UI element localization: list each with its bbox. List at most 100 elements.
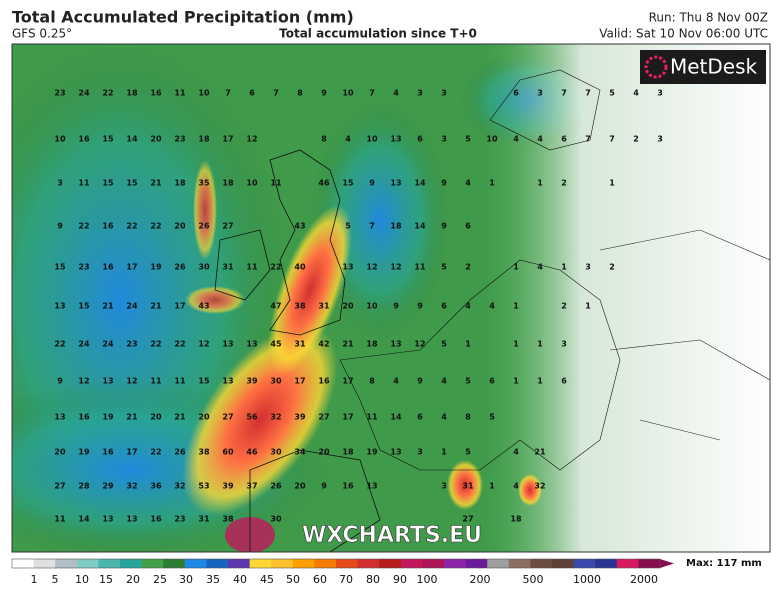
grid-value: 11 xyxy=(174,89,186,98)
grid-value: 60 xyxy=(222,448,234,457)
grid-value: 22 xyxy=(102,89,113,98)
grid-value: 56 xyxy=(246,413,258,422)
grid-value: 6 xyxy=(465,222,471,231)
grid-value: 34 xyxy=(294,448,306,457)
grid-value: 3 xyxy=(537,89,543,98)
grid-value: 8 xyxy=(465,413,471,422)
grid-value: 32 xyxy=(534,482,545,491)
legend-label: 45 xyxy=(260,573,274,586)
grid-value: 11 xyxy=(174,377,186,386)
legend-swatch xyxy=(508,559,531,568)
legend-swatch xyxy=(573,559,596,568)
grid-value: 3 xyxy=(441,89,447,98)
legend-swatch xyxy=(336,559,359,568)
grid-value: 10 xyxy=(486,135,498,144)
grid-value: 3 xyxy=(417,89,423,98)
grid-value: 31 xyxy=(222,263,234,272)
grid-value: 5 xyxy=(465,448,471,457)
grid-value: 30 xyxy=(198,263,210,272)
grid-value: 6 xyxy=(417,413,423,422)
grid-value: 12 xyxy=(78,377,89,386)
grid-value: 9 xyxy=(57,377,63,386)
run-time: Run: Thu 8 Nov 00Z xyxy=(649,11,768,25)
grid-value: 15 xyxy=(342,179,354,188)
grid-value: 1 xyxy=(465,340,471,349)
grid-value: 15 xyxy=(78,302,90,311)
grid-value: 38 xyxy=(198,448,210,457)
grid-value: 14 xyxy=(78,515,90,524)
legend-frame xyxy=(11,558,661,569)
grid-value: 15 xyxy=(102,179,114,188)
grid-value: 27 xyxy=(318,413,329,422)
legend-swatch xyxy=(228,559,251,568)
grid-value: 29 xyxy=(102,482,114,491)
legend-swatch xyxy=(422,559,445,568)
grid-value: 23 xyxy=(174,515,185,524)
legend-swatch xyxy=(444,559,467,568)
grid-value: 17 xyxy=(174,302,185,311)
grid-value: 6 xyxy=(417,135,423,144)
grid-value: 6 xyxy=(441,302,447,311)
legend-swatch xyxy=(249,559,272,568)
subtitle: Total accumulation since T+0 xyxy=(279,27,477,41)
legend-swatch xyxy=(292,559,315,568)
title: Total Accumulated Precipitation (mm) xyxy=(12,8,354,27)
grid-value: 1 xyxy=(585,302,591,311)
grid-value: 39 xyxy=(222,482,234,491)
grid-value: 13 xyxy=(390,179,401,188)
grid-value: 27 xyxy=(54,482,65,491)
grid-value: 4 xyxy=(441,413,447,422)
grid-value: 1 xyxy=(561,263,567,272)
legend-swatch xyxy=(120,559,143,568)
grid-value: 10 xyxy=(54,135,66,144)
grid-value: 11 xyxy=(414,263,426,272)
legend-swatch xyxy=(314,559,337,568)
grid-value: 22 xyxy=(126,222,137,231)
grid-value: 4 xyxy=(465,179,471,188)
grid-value: 10 xyxy=(366,302,378,311)
grid-value: 30 xyxy=(270,515,282,524)
grid-value: 16 xyxy=(318,377,330,386)
grid-value: 16 xyxy=(342,482,354,491)
grid-value: 37 xyxy=(246,482,257,491)
map: 23 24 22 18 16 11 10 7 6 7 8 9 10 7 4 3 3 6 3 7 7 5 4 310 16 15 14… xyxy=(12,44,770,552)
grid-value: 42 xyxy=(318,340,329,349)
grid-value: 15 xyxy=(126,179,138,188)
grid-value: 6 xyxy=(489,377,495,386)
grid-value: 21 xyxy=(150,179,162,188)
legend-label: 35 xyxy=(206,573,220,586)
grid-value: 9 xyxy=(417,377,423,386)
grid-value: 11 xyxy=(78,179,90,188)
legend-label: 100 xyxy=(417,573,438,586)
grid-value: 14 xyxy=(414,222,426,231)
grid-value: 12 xyxy=(414,340,425,349)
grid-value: 28 xyxy=(78,482,90,491)
grid-value: 3 xyxy=(441,135,447,144)
grid-value: 10 xyxy=(246,179,258,188)
grid-value: 6 xyxy=(249,89,255,98)
grid-value: 45 xyxy=(270,340,282,349)
legend-label: 2000 xyxy=(630,573,658,586)
grid-value: 14 xyxy=(414,179,426,188)
legend-swatch xyxy=(595,559,618,568)
grid-value: 2 xyxy=(561,179,567,188)
legend: 1 5 10 15 20 25 30 35 40 45 50 60 70 80 90 100 200 500 100… xyxy=(11,558,674,586)
grid-value: 13 xyxy=(54,302,65,311)
watermark: WXCHARTS.EU xyxy=(302,523,482,548)
grid-value: 5 xyxy=(465,135,471,144)
legend-label: 20 xyxy=(126,573,140,586)
grid-value: 1 xyxy=(489,482,495,491)
legend-swatch xyxy=(141,559,164,568)
legend-label: 70 xyxy=(339,573,353,586)
grid-value: 21 xyxy=(174,413,186,422)
grid-value: 21 xyxy=(150,302,162,311)
grid-value: 3 xyxy=(417,448,423,457)
grid-value: 10 xyxy=(198,89,210,98)
grid-value: 16 xyxy=(102,222,114,231)
grid-value: 22 xyxy=(54,340,65,349)
grid-value: 15 xyxy=(54,263,66,272)
grid-value: 13 xyxy=(342,263,353,272)
grid-value: 24 xyxy=(102,340,114,349)
grid-value: 1 xyxy=(537,377,543,386)
